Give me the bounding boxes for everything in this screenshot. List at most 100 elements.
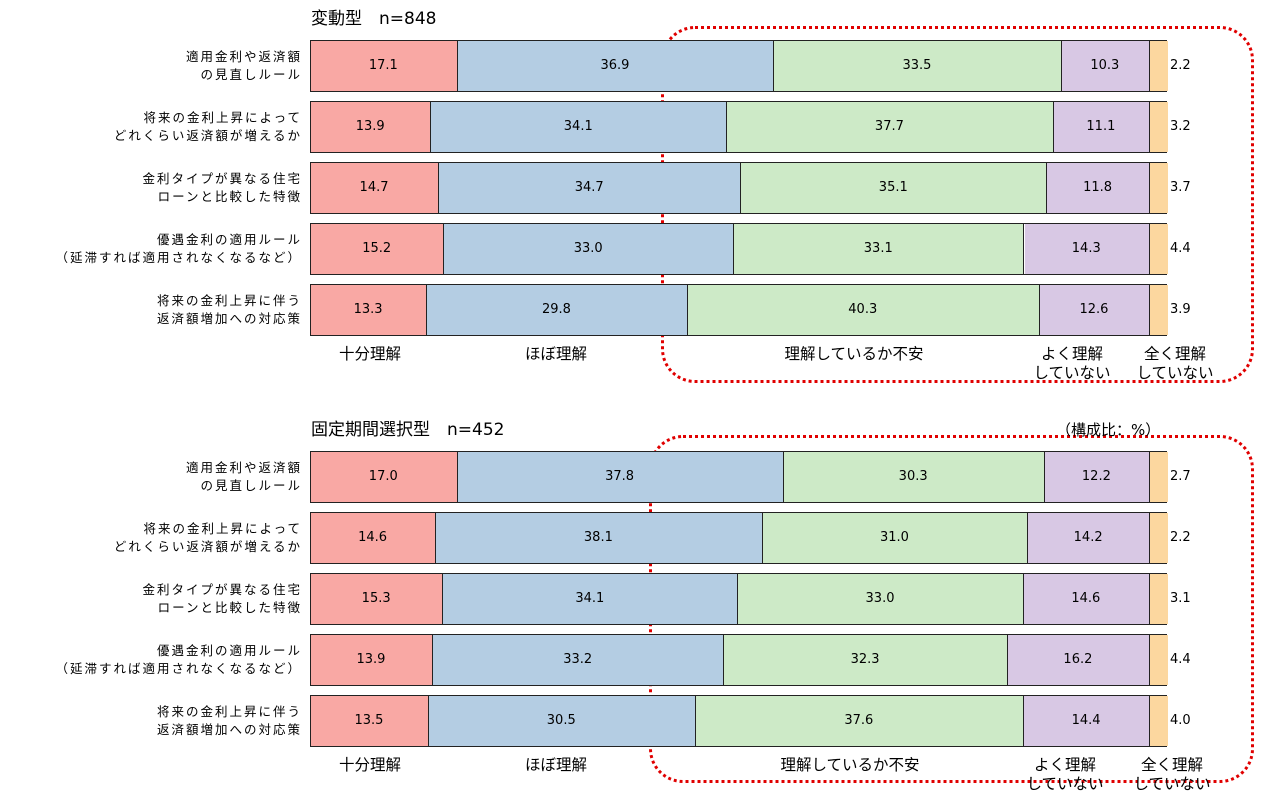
row-label-line: の見直しルール <box>200 478 302 493</box>
bar-segment <box>738 574 1024 624</box>
bar-segment <box>1150 102 1168 152</box>
row-label-line: 返済額増加への対応策 <box>156 311 302 326</box>
data-label: 17.0 <box>368 469 398 484</box>
stacked-bar <box>310 40 1168 92</box>
data-label: 40.3 <box>848 302 878 317</box>
row-label-line: 将来の金利上昇に伴う <box>156 704 302 719</box>
series-label-line: 理解しているか不安 <box>784 345 924 363</box>
data-label: 33.2 <box>563 652 593 667</box>
series-label-line: ほぼ理解 <box>524 345 588 363</box>
row-label-line: 適用金利や返済額 <box>185 460 302 475</box>
bar-segment <box>1150 452 1168 502</box>
bar-segment <box>774 41 1062 91</box>
bar-segment <box>311 163 440 213</box>
bar-segment <box>741 163 1048 213</box>
data-label: 2.7 <box>1170 469 1191 484</box>
series-label: 十分理解 <box>339 756 401 775</box>
data-label: 14.3 <box>1071 241 1101 256</box>
data-label: 17.1 <box>368 58 398 73</box>
row-label-line: 金利タイプが異なる住宅 <box>142 171 302 186</box>
bar-segment <box>311 41 458 91</box>
stacked-bar <box>310 223 1168 275</box>
bar-segment <box>734 224 1025 274</box>
bar-segment <box>1150 224 1168 274</box>
stacked-bar <box>310 451 1168 503</box>
bar-segment <box>1044 452 1150 502</box>
bar-segment <box>436 513 763 563</box>
series-label-line: 十分理解 <box>338 345 402 363</box>
series-label-line: 理解しているか不安 <box>780 756 920 774</box>
data-label: 33.1 <box>863 241 893 256</box>
series-label: よく理解 していない <box>1033 345 1110 383</box>
series-label-line: 十分理解 <box>338 756 402 774</box>
data-label: 34.7 <box>574 180 604 195</box>
row-label-line: の見直しルール <box>200 67 302 82</box>
row-label: 金利タイプが異なる住宅 ローンと比較した特徴 <box>0 170 302 206</box>
chart-title: 変動型 n=848 <box>311 9 437 29</box>
data-label: 14.7 <box>359 180 389 195</box>
row-label-line: 金利タイプが異なる住宅 <box>142 582 302 597</box>
data-label: 15.3 <box>361 591 391 606</box>
data-label: 3.1 <box>1170 591 1191 606</box>
bar-segment <box>443 574 739 624</box>
stacked-bar <box>310 512 1168 564</box>
row-label: 将来の金利上昇によって どれくらい返済額が増えるか <box>0 109 302 145</box>
bar-segment <box>444 224 734 274</box>
data-label: 34.1 <box>563 119 593 134</box>
series-label: ほぼ理解 <box>525 345 587 364</box>
bar-segment <box>311 452 458 502</box>
bar-segment <box>1150 513 1168 563</box>
bar-segment <box>727 102 1054 152</box>
bar-segment <box>311 285 428 335</box>
data-label: 33.5 <box>902 58 932 73</box>
data-label: 3.9 <box>1170 302 1191 317</box>
row-label: 将来の金利上昇に伴う 返済額増加への対応策 <box>0 292 302 328</box>
data-label: 14.6 <box>358 530 388 545</box>
bar-segment <box>1150 41 1168 91</box>
data-label: 14.2 <box>1073 530 1103 545</box>
bar-segment <box>311 574 444 624</box>
row-label-line: （延滞すれば適用されなくなるなど） <box>55 661 302 676</box>
stacked-bar <box>310 634 1168 686</box>
series-label: 十分理解 <box>339 345 401 364</box>
bar-segment <box>311 513 437 563</box>
data-label: 13.9 <box>356 652 386 667</box>
data-label: 12.6 <box>1079 302 1109 317</box>
data-label: 10.3 <box>1090 58 1120 73</box>
series-label: ほぼ理解 <box>525 756 587 775</box>
data-label: 35.1 <box>878 180 908 195</box>
row-label-line: 将来の金利上昇によって <box>143 110 302 125</box>
data-label: 4.0 <box>1170 713 1191 728</box>
data-label: 37.6 <box>844 713 874 728</box>
bar-segment <box>428 696 696 746</box>
row-label-line: 返済額増加への対応策 <box>156 722 302 737</box>
data-label: 31.0 <box>879 530 909 545</box>
row-label-line: どれくらい返済額が増えるか <box>113 539 302 554</box>
stacked-bar <box>310 101 1168 153</box>
bar-segment <box>1039 285 1150 335</box>
bar-segment <box>1023 574 1150 624</box>
data-label: 30.3 <box>898 469 928 484</box>
data-label: 13.3 <box>353 302 383 317</box>
bar-segment <box>432 635 725 685</box>
bar-segment <box>1007 635 1150 685</box>
data-label: 29.8 <box>541 302 571 317</box>
bar-segment <box>1024 696 1150 746</box>
bar-segment <box>1028 513 1150 563</box>
data-label: 14.6 <box>1071 591 1101 606</box>
row-label: 優遇金利の適用ルール （延滞すれば適用されなくなるなど） <box>0 642 302 678</box>
row-label-line: 優遇金利の適用ルール <box>156 643 302 658</box>
bar-segment <box>457 41 775 91</box>
data-label: 37.8 <box>605 469 635 484</box>
series-label: 理解しているか不安 <box>784 345 923 364</box>
series-label-line: ほぼ理解 <box>524 756 588 774</box>
bar-segment <box>695 696 1025 746</box>
unit-label: （構成比：%） <box>1056 421 1161 439</box>
row-label-line: ローンと比較した特徴 <box>157 600 302 615</box>
bar-segment <box>687 285 1040 335</box>
bar-segment <box>439 163 742 213</box>
bar-segment <box>1047 163 1150 213</box>
bar-segment <box>431 102 728 152</box>
stacked-bar <box>310 695 1168 747</box>
bar-segment <box>311 696 429 746</box>
